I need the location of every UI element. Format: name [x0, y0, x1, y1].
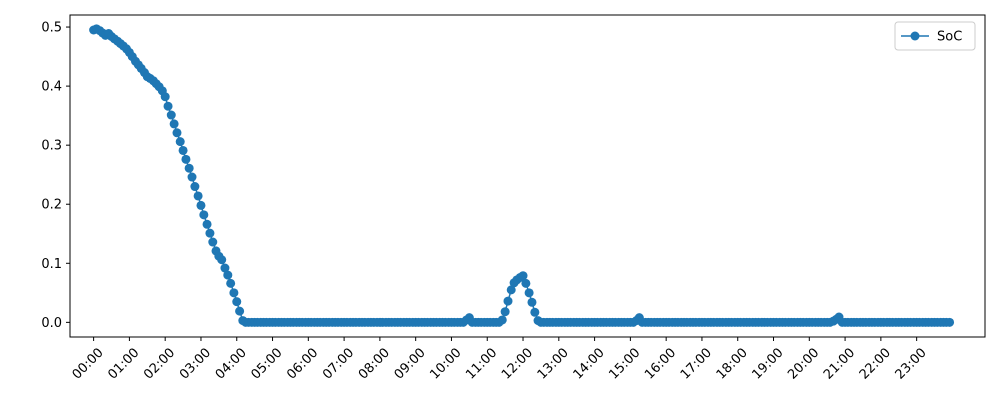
data-point — [506, 285, 516, 295]
legend-box — [894, 21, 976, 51]
data-point — [184, 163, 194, 173]
data-point — [190, 182, 200, 192]
y-tick-label: 0.0 — [41, 316, 62, 331]
y-tick-label: 0.4 — [41, 80, 62, 95]
y-tick-label: 0.1 — [41, 257, 62, 272]
y-tick-label: 0.3 — [41, 139, 62, 154]
data-point — [518, 271, 528, 281]
data-point — [226, 278, 236, 288]
data-point — [205, 228, 215, 238]
legend: SoC — [894, 21, 976, 51]
data-point — [232, 297, 242, 307]
data-point — [524, 288, 534, 298]
data-point — [521, 278, 531, 288]
axes-frame — [69, 14, 986, 338]
data-point — [178, 145, 188, 155]
data-point — [497, 315, 507, 325]
data-point — [199, 210, 209, 220]
data-point — [163, 101, 173, 111]
data-point — [220, 263, 230, 273]
data-point — [503, 296, 513, 306]
data-point — [181, 154, 191, 164]
data-point — [208, 237, 218, 247]
data-point — [945, 317, 955, 327]
data-point — [166, 110, 176, 120]
data-point — [202, 219, 212, 229]
y-axis: 0.0 0.1 0.2 0.3 0.4 0.5 — [41, 21, 70, 331]
data-point — [193, 191, 203, 201]
data-point — [500, 307, 510, 317]
data-point — [229, 288, 239, 298]
data-point — [187, 172, 197, 182]
legend-marker-icon — [910, 31, 920, 41]
data-point — [169, 119, 179, 129]
data-point — [235, 306, 245, 316]
data-point — [530, 307, 540, 317]
data-point — [223, 270, 233, 280]
data-point — [160, 92, 170, 102]
data-point — [175, 137, 185, 147]
plot-area — [89, 24, 955, 327]
y-tick-label: 0.5 — [41, 21, 62, 36]
data-point — [196, 200, 206, 210]
data-point — [527, 297, 537, 307]
legend-label-soc: SoC — [937, 30, 962, 45]
data-point — [217, 255, 227, 265]
data-point — [172, 128, 182, 138]
y-tick-label: 0.2 — [41, 198, 62, 213]
